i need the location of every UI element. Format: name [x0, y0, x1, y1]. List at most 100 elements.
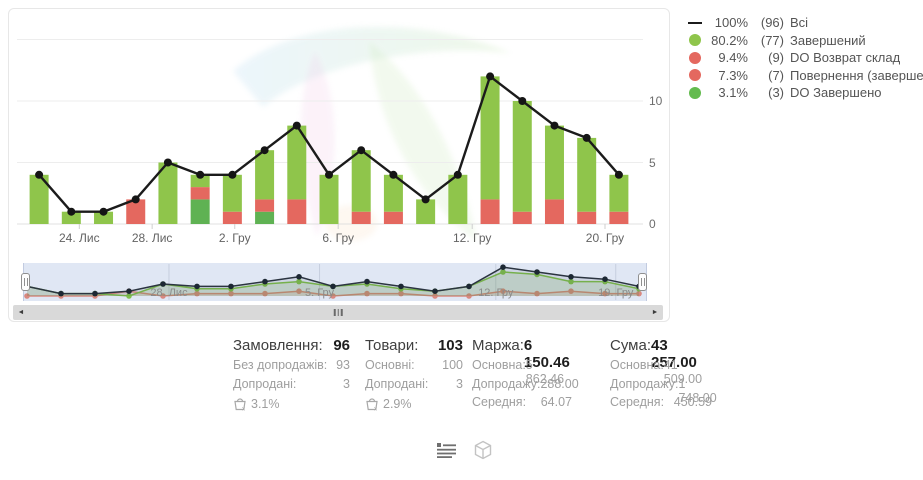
stat-sub-row: Середня: 64.07 — [472, 395, 572, 414]
navigator-point — [330, 283, 336, 290]
bar-segment-green — [383, 174, 403, 212]
stacked-bars — [29, 76, 629, 224]
total-line-dots — [35, 72, 623, 216]
horizontal-scrollbar[interactable]: ◄ ► — [13, 305, 663, 320]
navigator-point — [500, 269, 506, 275]
navigator-point — [364, 290, 370, 297]
legend-dot-icon — [686, 34, 704, 47]
navigator-point — [330, 293, 336, 299]
bar-segment-green — [544, 125, 564, 200]
stat-column-1: Товари: 103 Основні: 100 Допродані: 3 x 2.9% — [365, 337, 463, 413]
scrollbar-grip[interactable] — [333, 309, 343, 316]
data-point — [292, 121, 301, 130]
legend-count: (9) — [768, 50, 784, 66]
y-axis-tick-label: 10 — [649, 94, 663, 108]
package-view-icon[interactable] — [472, 440, 494, 460]
navigator-left-handle[interactable] — [21, 273, 30, 291]
stat-title-row: Замовлення: 96 — [233, 337, 350, 358]
navigator-point — [262, 278, 268, 285]
legend-dot-icon — [686, 51, 704, 64]
navigator-right-handle[interactable] — [638, 273, 647, 291]
navigator-point — [568, 278, 574, 285]
bar-segment-dark_green — [190, 199, 210, 224]
navigator-point — [568, 288, 574, 294]
bar-segment-green — [255, 150, 275, 200]
bar-segment-red — [480, 199, 500, 224]
legend-percent: 7.3% — [718, 67, 748, 83]
stat-sub-row: Допродані: 3 — [365, 377, 463, 396]
data-point — [260, 146, 269, 155]
data-point — [421, 195, 430, 204]
legend-item-1[interactable]: 80.2% (77) Завершений — [686, 32, 920, 50]
upsell-share-row: x 2.9% — [365, 395, 463, 413]
navigator-mini-chart — [24, 264, 642, 300]
stat-sub-label: Середня: — [472, 395, 527, 409]
stat-sub-row: Без допродажів: 93 — [233, 358, 350, 377]
stat-title-value: 96 — [333, 337, 350, 354]
data-point — [357, 146, 366, 155]
navigator-point — [58, 290, 64, 297]
bar-segment-green — [190, 174, 210, 188]
bar-segment-red — [351, 211, 371, 224]
navigator-point — [534, 290, 540, 297]
legend-count: (96) — [760, 15, 784, 31]
navigator-point — [262, 290, 268, 297]
bar-segment-green — [480, 76, 500, 200]
stat-title-label: Замовлення: — [233, 337, 323, 354]
navigator-point — [126, 288, 132, 294]
bar-segment-green — [448, 174, 468, 224]
upsell-share-row: x 3.1% — [233, 395, 350, 413]
bar-segment-red — [383, 211, 403, 224]
stat-title-value: 43 257.00 — [651, 337, 697, 371]
navigator-area — [27, 267, 639, 296]
x-axis-tick-label: 24. Лис — [59, 231, 100, 245]
y-axis-tick-label: 0 — [649, 217, 656, 231]
legend-percent: 100% — [714, 15, 748, 31]
stat-sub-value: 93 — [336, 358, 350, 372]
legend-count: (7) — [768, 67, 784, 83]
navigator-point — [228, 283, 234, 290]
stat-sub-value: 100 — [442, 358, 463, 372]
data-point — [99, 207, 108, 216]
navigator-point — [500, 264, 506, 270]
scroll-left-arrow-icon[interactable]: ◄ — [17, 309, 25, 316]
stat-sub-value: 64.07 — [540, 395, 572, 409]
stat-sub-value: 5 862.46 — [525, 358, 565, 386]
stat-column-0: Замовлення: 96 Без допродажів: 93 Допродані:… — [233, 337, 350, 413]
list-view-icon[interactable] — [435, 440, 457, 460]
legend-item-2[interactable]: 9.4% (9) DO Возврат склад — [686, 49, 920, 67]
stat-sub-label: Середня: — [610, 395, 665, 409]
navigator-point — [364, 278, 370, 285]
data-point — [67, 207, 76, 216]
data-point — [582, 133, 591, 142]
upsell-share-value: 2.9% — [383, 397, 412, 411]
bar-segment-red — [222, 211, 242, 224]
stat-sub-label: Допродані: — [365, 376, 429, 391]
stat-title-label: Маржа: — [472, 337, 524, 354]
scroll-right-arrow-icon[interactable]: ► — [651, 309, 659, 316]
legend-item-0[interactable]: 100% (96) Всі — [686, 14, 920, 32]
navigator-point — [194, 283, 200, 290]
stat-sub-value: 41 509.00 — [663, 358, 703, 386]
navigator-point — [398, 283, 404, 290]
bar-segment-red — [512, 211, 532, 224]
legend-item-3[interactable]: 7.3% (7) Повернення (завершений) — [686, 67, 923, 85]
stat-sub-row: Основні: 100 — [365, 358, 463, 377]
stat-sub-label: Допродані: — [233, 376, 297, 391]
bar-segment-green — [61, 211, 81, 224]
stat-sub-row: Допродані: 3 — [233, 377, 350, 396]
bar-segment-green — [351, 150, 371, 212]
legend-item-4[interactable]: 3.1% (3) DO Завершено — [686, 84, 920, 102]
bar-segment-red — [544, 199, 564, 224]
data-point — [518, 97, 527, 105]
x-axis-tick-label: 2. Гру — [218, 231, 251, 245]
stat-sub-label: Допродажу: — [610, 376, 679, 391]
legend-percent: 80.2% — [711, 32, 748, 48]
stat-sub-row: Основна: 5 862.46 — [472, 358, 572, 386]
legend-label: Повернення (завершений) — [790, 67, 923, 83]
data-point — [550, 121, 559, 130]
legend-count: (3) — [768, 85, 784, 101]
bar-segment-green — [416, 199, 436, 224]
bar-segment-red — [577, 211, 597, 224]
